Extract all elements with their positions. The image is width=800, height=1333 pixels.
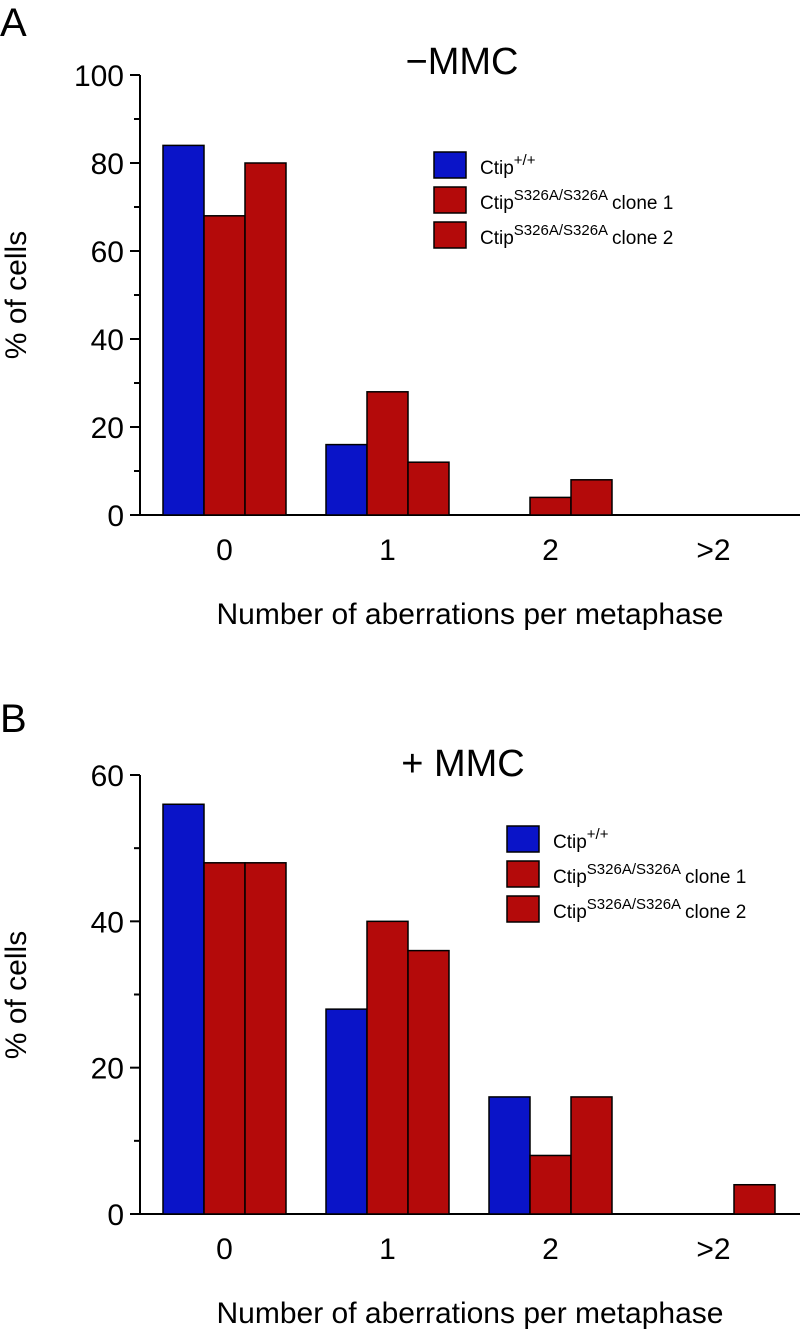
panel-b-bar-1-cat-0 [162, 803, 205, 1215]
panel-a-x-tick-label: 2 [542, 534, 559, 567]
panel-b-legend: Ctip+/+CtipS326A/S326A clone 1CtipS326A/S… [506, 825, 746, 923]
panel-b-legend-superscript: +/+ [587, 826, 609, 843]
panel-a: A −MMC % of cells Number of aberrations … [0, 1, 800, 631]
panel-a-legend-swatch-3 [433, 221, 467, 249]
panel-b-x-axis-label: Number of aberrations per metaphase [217, 1297, 724, 1330]
panel-a-y-tick-label: 0 [107, 500, 124, 533]
panel-b-bar-2-cat-1 [366, 920, 409, 1215]
panel-a-y-axis-label: % of cells [0, 231, 33, 359]
panel-b-legend-name: Ctip [553, 867, 587, 888]
panel-b-x-tick-label: 2 [542, 1233, 559, 1266]
panel-b-x-tick-label: >2 [696, 1233, 730, 1266]
panel-a-x-tick-label: >2 [696, 534, 730, 567]
panel-b-y-axis-label: % of cells [0, 931, 33, 1059]
panel-a-bar-2-cat-0 [203, 215, 246, 516]
panel-a-legend-name: Ctip [480, 228, 514, 249]
panel-b-legend-suffix: clone 1 [685, 867, 746, 888]
panel-a-legend-superscript: +/+ [514, 152, 536, 169]
panel-a-legend-suffix: clone 1 [612, 193, 673, 214]
panel-a-legend-label-1: Ctip+/+ [480, 152, 536, 179]
panel-a-x-tick-label: 1 [379, 534, 396, 567]
panel-a-y-tick-label: 20 [91, 412, 124, 445]
panel-a-bar-1-cat-1 [325, 443, 368, 516]
panel-a-legend-suffix: clone 2 [612, 228, 673, 249]
panel-b-legend-swatch-3 [506, 895, 540, 923]
panel-a-bar-2-cat-2 [529, 496, 572, 516]
panel-b-legend-suffix: clone 2 [685, 902, 746, 923]
panel-b-legend-superscript: S326A/S326A [587, 861, 681, 878]
panel-a-y-tick-label: 60 [91, 236, 124, 269]
panel-a-title: −MMC [406, 41, 519, 83]
panel-b-bar-3-cat-1 [407, 949, 450, 1215]
panel-b-y-tick-label: 40 [91, 906, 124, 939]
panel-b-legend-swatch-1 [506, 825, 540, 853]
panel-a-plot-area: 0 20 40 60 80 100 0 1 2 >2 [74, 60, 800, 567]
panel-b-title: + MMC [401, 743, 525, 785]
panel-a-legend-name: Ctip [480, 158, 514, 179]
panel-a-legend-name: Ctip [480, 193, 514, 214]
panel-b: B + MMC % of cells Number of aberrations… [0, 697, 800, 1330]
panel-b-bar-2-cat-0 [203, 862, 246, 1215]
panel-b-legend-label-2: CtipS326A/S326A clone 1 [553, 861, 746, 888]
panel-a-legend-superscript: S326A/S326A [514, 187, 608, 204]
panel-a-legend-label-2: CtipS326A/S326A clone 1 [480, 187, 673, 214]
panel-b-y-tick-label: 0 [107, 1199, 124, 1232]
panel-b-plot-area: 0 20 40 60 0 1 2 >2 [91, 760, 800, 1266]
panel-b-legend-name: Ctip [553, 902, 587, 923]
panel-b-bar-1-cat-1 [325, 1008, 368, 1215]
panel-b-y-tick-label: 60 [91, 760, 124, 793]
panel-a-legend-superscript: S326A/S326A [514, 222, 608, 239]
panel-a-bar-3-cat-1 [407, 461, 450, 516]
panel-b-x-tick-label: 1 [379, 1233, 396, 1266]
panel-b-legend-swatch-2 [506, 860, 540, 888]
panel-b-y-tick-label: 20 [91, 1053, 124, 1086]
panel-b-legend-name: Ctip [553, 832, 587, 853]
panel-a-y-tick-label: 100 [74, 60, 124, 93]
panel-a-bar-3-cat-2 [570, 479, 613, 516]
panel-b-bar-1-cat-2 [488, 1096, 531, 1215]
panel-a-legend-swatch-1 [433, 151, 467, 179]
panel-b-legend-superscript: S326A/S326A [587, 896, 681, 913]
panel-b-bar-2-cat-2 [529, 1154, 572, 1215]
panel-a-x-tick-label: 0 [216, 534, 233, 567]
panel-a-y-tick-label: 40 [91, 324, 124, 357]
panel-b-legend-label-3: CtipS326A/S326A clone 2 [553, 896, 746, 923]
panel-a-legend-label-3: CtipS326A/S326A clone 2 [480, 222, 673, 249]
panel-a-bar-3-cat-0 [244, 162, 287, 516]
panel-a-y-tick-label: 80 [91, 148, 124, 181]
panel-a-bar-2-cat-1 [366, 391, 409, 516]
panel-b-bar-3-cat-0 [244, 862, 287, 1215]
panel-b-x-tick-label: 0 [216, 1233, 233, 1266]
panel-a-x-axis-label: Number of aberrations per metaphase [217, 598, 724, 631]
panel-b-bar-3-cat-3 [733, 1183, 776, 1215]
panel-letter-b: B [0, 697, 27, 741]
panel-b-legend-label-1: Ctip+/+ [553, 826, 609, 853]
panel-a-legend: Ctip+/+CtipS326A/S326A clone 1CtipS326A/S… [433, 151, 673, 249]
panel-letter-a: A [0, 1, 27, 45]
panel-b-bar-3-cat-2 [570, 1096, 613, 1215]
panel-a-bar-1-cat-0 [162, 144, 205, 516]
panel-a-legend-swatch-2 [433, 186, 467, 214]
